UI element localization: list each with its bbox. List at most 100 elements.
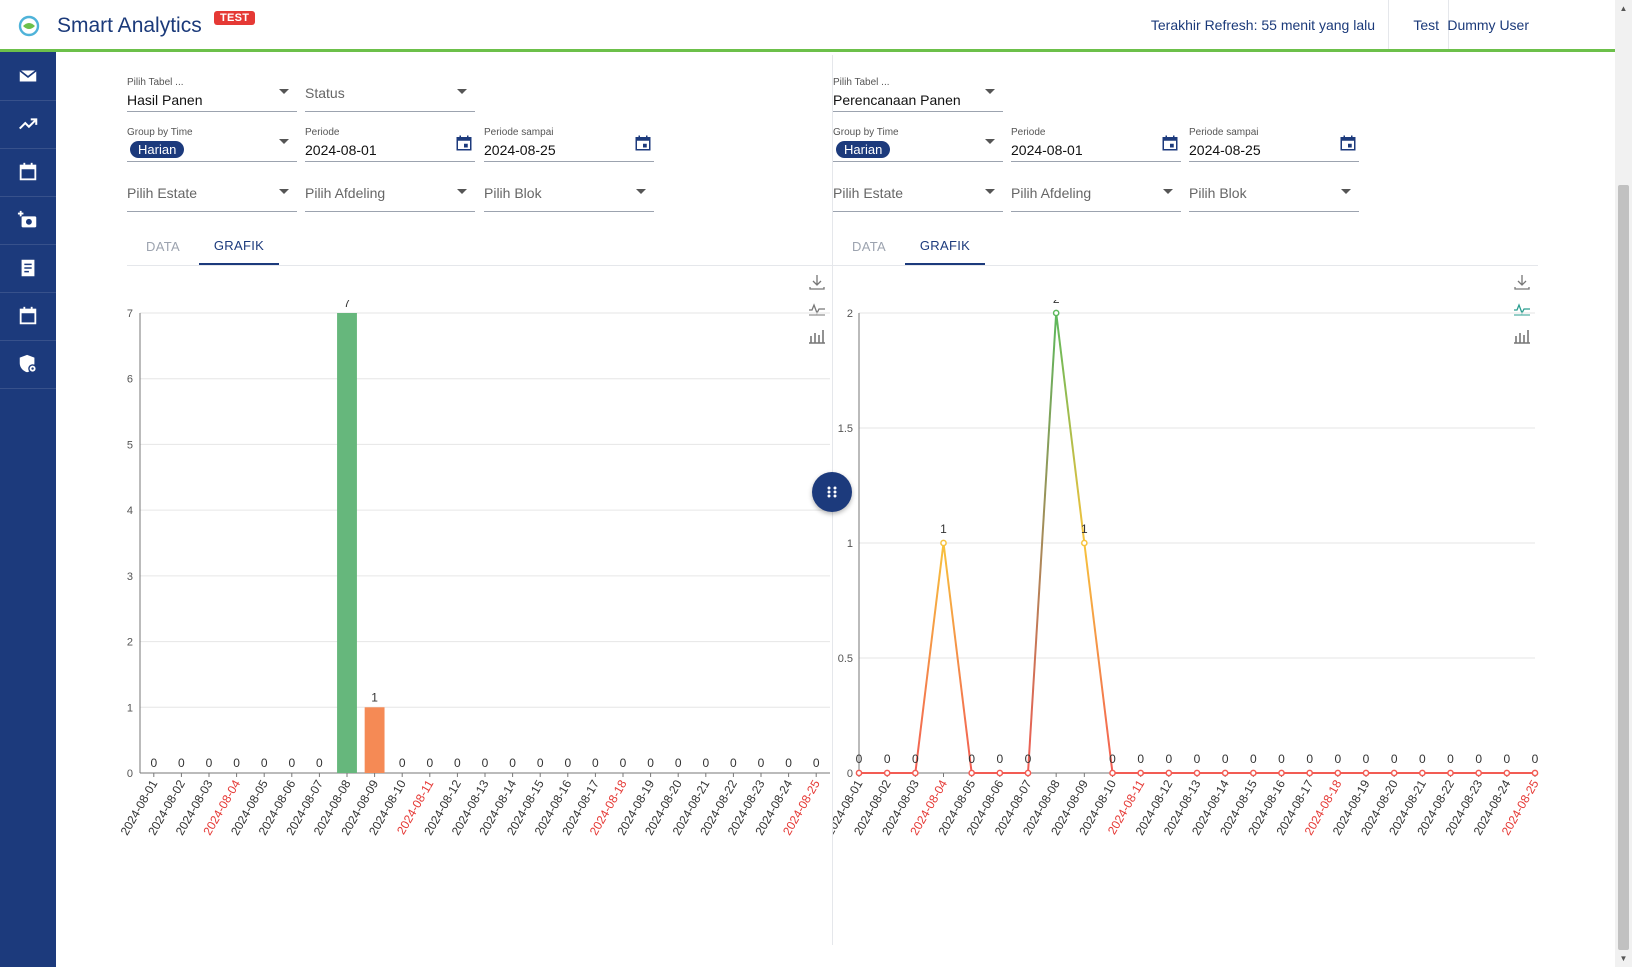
- left-status-select[interactable]: Status: [305, 72, 475, 112]
- left-tabs: DATA GRAFIK: [127, 228, 832, 266]
- right-group-by-select[interactable]: Group by Time Harian: [833, 122, 1003, 162]
- left-periode-sampai-input[interactable]: Periode sampai 2024-08-25: [484, 122, 654, 162]
- data-label: 0: [1250, 752, 1257, 766]
- trending-up-icon: [19, 118, 38, 130]
- data-label: 0: [730, 756, 737, 770]
- data-label: 0: [288, 756, 295, 770]
- data-label: 0: [647, 756, 654, 770]
- app-logo-icon: [18, 15, 40, 37]
- scroll-thumb[interactable]: [1618, 185, 1629, 950]
- calendar-icon[interactable]: [1339, 134, 1357, 152]
- bar-chart-icon[interactable]: [1513, 327, 1531, 345]
- data-point[interactable]: [1531, 769, 1539, 777]
- series-line-segment: [1055, 312, 1086, 544]
- data-label: 0: [675, 756, 682, 770]
- left-group-by-select[interactable]: Group by Time Harian: [127, 122, 297, 162]
- sidebar-item-calendar[interactable]: [0, 148, 56, 197]
- sidebar-item-schedule[interactable]: [0, 292, 56, 341]
- series-line-segment: [1083, 542, 1114, 774]
- left-periode-input[interactable]: Periode 2024-08-01: [305, 122, 475, 162]
- data-point[interactable]: [1249, 769, 1257, 777]
- bar[interactable]: [337, 313, 357, 773]
- data-point[interactable]: [1334, 769, 1342, 777]
- scroll-down-icon[interactable]: ▼: [1619, 954, 1628, 963]
- data-point[interactable]: [1475, 769, 1483, 777]
- data-label: 0: [702, 756, 709, 770]
- data-point[interactable]: [1418, 769, 1426, 777]
- data-point[interactable]: [940, 539, 947, 547]
- data-point[interactable]: [911, 769, 919, 777]
- download-icon[interactable]: [1513, 273, 1531, 291]
- calendar-icon[interactable]: [455, 134, 473, 152]
- tab-data[interactable]: DATA: [146, 239, 180, 254]
- calendar-icon[interactable]: [634, 134, 652, 152]
- data-point[interactable]: [1362, 769, 1370, 777]
- data-point[interactable]: [1024, 769, 1032, 777]
- field-placeholder: Pilih Estate: [833, 185, 904, 201]
- scroll-up-icon[interactable]: ▲: [1619, 4, 1628, 13]
- calendar-icon[interactable]: [1161, 134, 1179, 152]
- field-value: 2024-08-01: [305, 142, 377, 158]
- data-point[interactable]: [1165, 769, 1173, 777]
- split-handle-button[interactable]: [812, 472, 852, 512]
- sidebar-item-mail[interactable]: [0, 52, 56, 101]
- data-point[interactable]: [1447, 769, 1454, 777]
- data-point[interactable]: [1080, 539, 1088, 547]
- left-bar-chart: 012345672024-08-012024-08-022024-08-0320…: [118, 300, 830, 838]
- page-scrollbar[interactable]: ▲ ▼: [1615, 0, 1632, 967]
- line-chart-icon[interactable]: [1513, 300, 1531, 318]
- series-line-segment: [942, 542, 973, 774]
- data-label: 0: [178, 756, 185, 770]
- field-value: Perencanaan Panen: [833, 92, 961, 108]
- data-point[interactable]: [968, 769, 976, 777]
- env-menu[interactable]: Test: [1413, 16, 1439, 33]
- tab-data[interactable]: DATA: [852, 239, 886, 254]
- bar-chart-icon[interactable]: [808, 327, 826, 345]
- sidebar: [0, 52, 56, 967]
- sidebar-item-receipt[interactable]: [0, 244, 56, 293]
- data-point[interactable]: [1278, 769, 1285, 777]
- field-placeholder: Pilih Afdeling: [1011, 185, 1092, 201]
- data-point[interactable]: [1503, 769, 1511, 777]
- dropdown-arrow-icon: [636, 189, 646, 194]
- y-tick-label: 2: [127, 637, 133, 649]
- data-point[interactable]: [1390, 769, 1398, 777]
- data-point[interactable]: [883, 769, 891, 777]
- right-estate-select[interactable]: Pilih Estate: [833, 172, 1003, 212]
- data-point[interactable]: [1306, 769, 1314, 777]
- data-point[interactable]: [996, 769, 1004, 777]
- left-afdeling-select[interactable]: Pilih Afdeling: [305, 172, 475, 212]
- data-label: 0: [592, 756, 599, 770]
- sidebar-item-security[interactable]: [0, 340, 56, 389]
- bar[interactable]: [364, 707, 385, 773]
- right-afdeling-select[interactable]: Pilih Afdeling: [1011, 172, 1181, 212]
- data-label: 0: [1334, 752, 1341, 766]
- right-periode-input[interactable]: Periode 2024-08-01: [1011, 122, 1181, 162]
- env-badge: TEST: [214, 11, 256, 25]
- download-icon[interactable]: [808, 273, 826, 291]
- data-label: 0: [1391, 752, 1398, 766]
- line-chart-icon[interactable]: [808, 300, 826, 318]
- right-blok-select[interactable]: Pilih Blok: [1189, 172, 1359, 212]
- data-point[interactable]: [1052, 309, 1060, 317]
- data-label: 0: [509, 756, 516, 770]
- left-blok-select[interactable]: Pilih Blok: [484, 172, 654, 212]
- data-point[interactable]: [1193, 769, 1201, 777]
- data-point[interactable]: [855, 769, 863, 777]
- right-periode-sampai-input[interactable]: Periode sampai 2024-08-25: [1189, 122, 1359, 162]
- data-label: 0: [1475, 752, 1482, 766]
- data-point[interactable]: [1221, 769, 1229, 777]
- left-estate-select[interactable]: Pilih Estate: [127, 172, 297, 212]
- right-table-select[interactable]: Pilih Tabel ... Perencanaan Panen: [833, 72, 1003, 112]
- sidebar-item-trend[interactable]: [0, 100, 56, 149]
- left-table-select[interactable]: Pilih Tabel ... Hasil Panen: [127, 72, 297, 112]
- data-label: 0: [1165, 752, 1172, 766]
- data-label: 0: [537, 756, 544, 770]
- user-menu[interactable]: Dummy User: [1447, 16, 1529, 33]
- tab-grafik[interactable]: GRAFIK: [905, 228, 985, 265]
- add-camera-icon: [17, 210, 37, 228]
- tab-grafik[interactable]: GRAFIK: [199, 228, 279, 265]
- sidebar-item-camera[interactable]: [0, 196, 56, 245]
- data-point[interactable]: [1109, 769, 1116, 777]
- data-point[interactable]: [1137, 769, 1145, 777]
